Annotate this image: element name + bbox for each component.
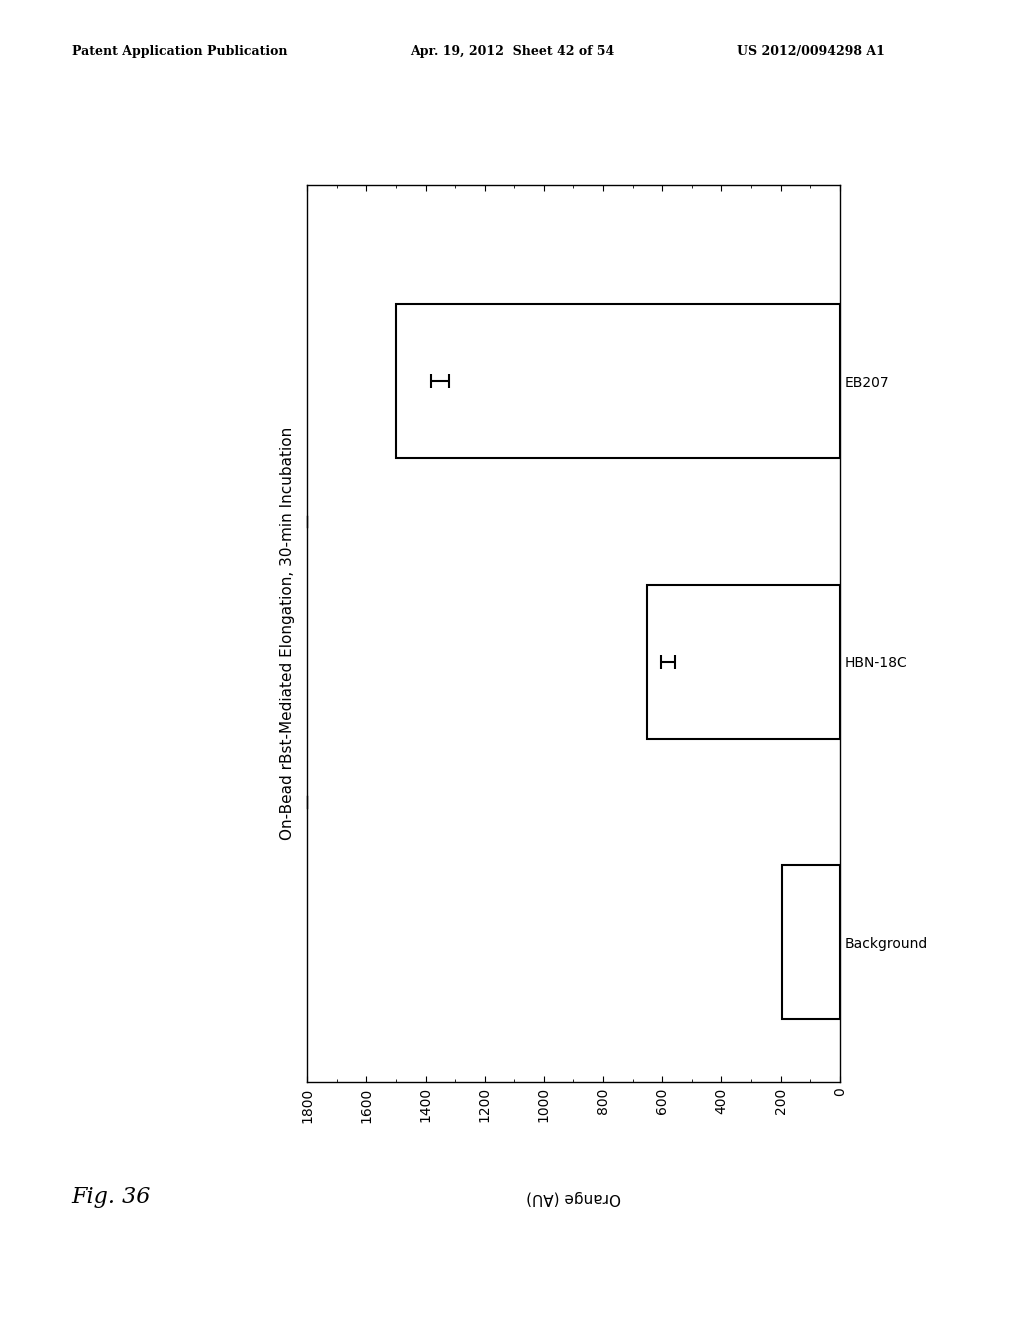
Text: Patent Application Publication: Patent Application Publication xyxy=(72,45,287,58)
Bar xyxy=(782,865,840,1019)
Text: US 2012/0094298 A1: US 2012/0094298 A1 xyxy=(737,45,885,58)
Y-axis label: On-Bead rBst-Mediated Elongation, 30-min Incubation: On-Bead rBst-Mediated Elongation, 30-min… xyxy=(280,426,295,841)
X-axis label: Orange (AU): Orange (AU) xyxy=(526,1191,621,1205)
Bar xyxy=(647,585,840,739)
Text: Fig. 36: Fig. 36 xyxy=(72,1185,152,1208)
Bar xyxy=(396,304,840,458)
Text: Apr. 19, 2012  Sheet 42 of 54: Apr. 19, 2012 Sheet 42 of 54 xyxy=(410,45,613,58)
